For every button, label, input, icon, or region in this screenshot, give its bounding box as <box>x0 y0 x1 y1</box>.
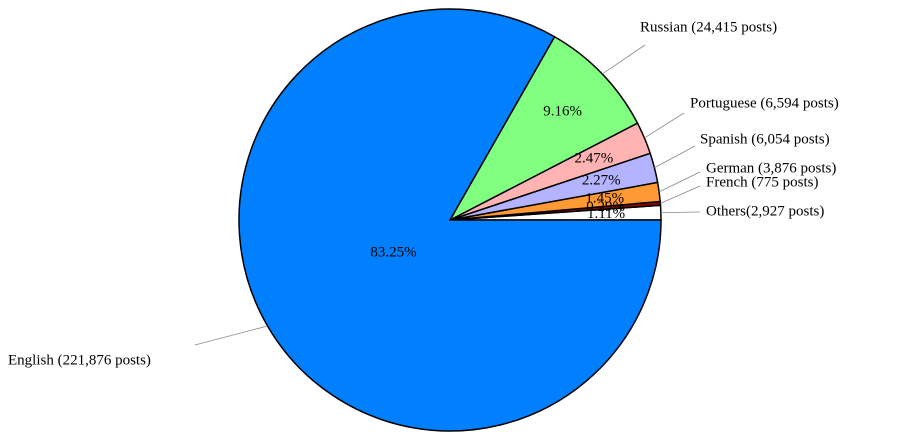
leader-line <box>194 325 268 346</box>
leader-line <box>660 185 701 204</box>
slice-category-label: Russian (24,415 posts) <box>640 19 777 35</box>
leader-line <box>658 171 701 193</box>
leader-line <box>654 145 696 169</box>
slice-category-label: French (775 posts) <box>706 174 819 190</box>
slice-percent-label: 83.25% <box>370 244 416 260</box>
leader-line <box>644 112 685 139</box>
slice-percent-label: 0.29% <box>586 199 625 215</box>
slice-percent-label: 1.11% <box>587 206 625 222</box>
slice-category-label: Spanish (6,054 posts) <box>700 131 830 147</box>
slice-category-label: Others(2,927 posts) <box>706 203 824 219</box>
slice-percent-label: 9.16% <box>543 103 582 119</box>
leader-line <box>660 211 701 214</box>
slice-percent-label: 1.45% <box>585 191 624 207</box>
leader-line <box>602 44 646 75</box>
slice-percent-label: 2.47% <box>574 151 613 167</box>
slice-category-label: Portuguese (6,594 posts) <box>690 95 839 111</box>
slice-percent-label: 2.27% <box>582 173 621 189</box>
slice-category-label: German (3,876 posts) <box>706 160 836 176</box>
slice-category-label: English (221,876 posts) <box>8 352 151 368</box>
pie-slice <box>448 35 639 222</box>
